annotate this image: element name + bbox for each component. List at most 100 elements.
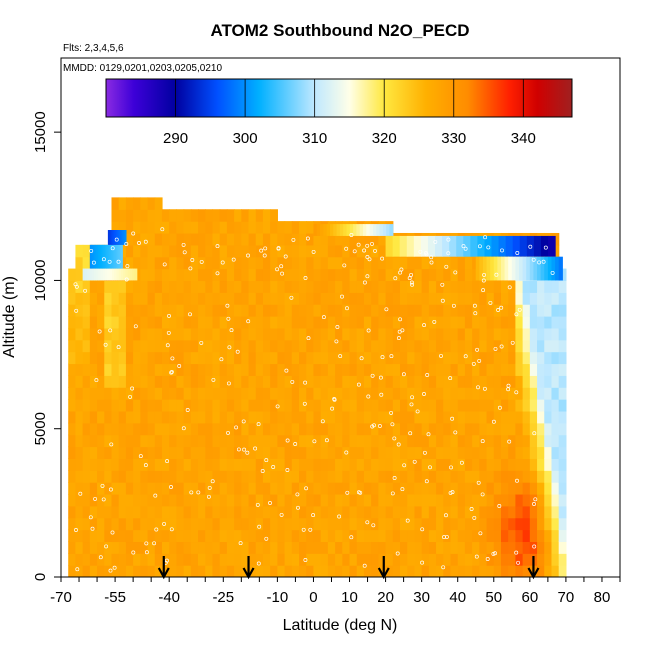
heatmap-cell: [226, 470, 235, 483]
heatmap-cell: [140, 446, 149, 459]
heatmap-cell: [551, 363, 560, 376]
heatmap-cell: [111, 375, 120, 388]
heatmap-cell: [449, 235, 457, 257]
heatmap-cell: [104, 553, 113, 566]
sample-point: [474, 554, 479, 559]
sample-point: [349, 233, 354, 237]
heatmap-cell: [183, 268, 192, 282]
heatmap-cell: [519, 235, 528, 257]
heatmap-cell: [284, 363, 293, 376]
heatmap-cell: [75, 493, 84, 507]
heatmap-cell: [493, 565, 502, 577]
heatmap-cell: [385, 256, 394, 270]
heatmap-cell: [169, 387, 177, 400]
heatmap-cell: [472, 327, 480, 341]
heatmap-cell: [154, 351, 163, 365]
heatmap-cell: [183, 232, 192, 246]
heatmap-cell: [457, 565, 466, 577]
sample-point: [124, 277, 129, 282]
heatmap-cell: [450, 422, 459, 436]
heatmap-cell: [205, 268, 214, 282]
heatmap-cell: [75, 505, 84, 519]
sample-point: [89, 248, 94, 253]
heatmap-cell: [75, 399, 84, 412]
sample-point: [481, 278, 486, 283]
heatmap-cell: [104, 470, 113, 483]
heatmap-cell: [176, 529, 185, 543]
sample-point: [206, 494, 211, 499]
heatmap-cell: [118, 304, 127, 317]
heatmap-cell: [147, 529, 156, 543]
heatmap-cell: [540, 256, 545, 281]
heatmap-cell: [414, 316, 423, 329]
heatmap-cell: [421, 446, 430, 459]
heatmap-cell: [241, 529, 250, 543]
heatmap-cell: [255, 529, 264, 543]
heatmap-cell: [169, 553, 177, 566]
heatmap-cell: [385, 235, 394, 257]
heatmap-cell: [111, 351, 120, 365]
heatmap-cell: [400, 327, 408, 341]
heatmap-cell: [118, 410, 127, 424]
heatmap-cell: [277, 541, 286, 554]
heatmap-cell: [291, 470, 300, 483]
sample-point: [356, 382, 361, 387]
heatmap-cell: [147, 446, 156, 459]
heatmap-cell: [313, 410, 322, 424]
heatmap-cell: [349, 304, 358, 317]
heatmap-cell: [205, 458, 214, 471]
heatmap-cell: [169, 565, 177, 577]
heatmap-cell: [378, 482, 387, 495]
heatmap-cell: [89, 280, 98, 293]
sample-point: [138, 454, 143, 459]
heatmap-cell: [270, 493, 278, 507]
heatmap-cell: [125, 363, 134, 376]
heatmap-cell: [505, 235, 514, 257]
heatmap-cell: [183, 434, 192, 448]
heatmap-cell: [147, 434, 156, 448]
heatmap-cell: [400, 399, 408, 412]
heatmap-cell: [262, 327, 271, 341]
sample-point: [482, 272, 487, 277]
heatmap-cell: [479, 553, 488, 566]
heatmap-cell: [313, 268, 322, 282]
sample-point: [220, 260, 225, 265]
heatmap-cell: [147, 541, 156, 554]
heatmap-cell: [320, 541, 329, 554]
heatmap-cell: [183, 541, 192, 554]
heatmap-cell: [104, 363, 113, 376]
heatmap-cell: [366, 224, 371, 236]
heatmap-cell: [349, 292, 358, 305]
heatmap-cell: [428, 553, 437, 566]
heatmap-cell: [68, 304, 77, 317]
heatmap-cell: [219, 434, 228, 448]
sample-point: [303, 380, 308, 385]
heatmap-cell: [493, 351, 502, 365]
sample-point: [352, 249, 357, 254]
heatmap-cell: [176, 339, 185, 353]
heatmap-cell: [169, 517, 177, 531]
heatmap-cell: [183, 422, 192, 436]
heatmap-cell: [97, 553, 105, 566]
sample-point: [494, 272, 499, 277]
heatmap-cell: [486, 446, 495, 459]
heatmap-cell: [306, 470, 315, 483]
heatmap-cell: [82, 244, 91, 258]
heatmap-cell: [248, 363, 257, 376]
heatmap-cell: [378, 292, 387, 305]
sample-point: [116, 345, 121, 350]
heatmap-cell: [140, 268, 149, 282]
heatmap-cell: [508, 339, 517, 353]
heatmap-cell: [544, 316, 553, 329]
heatmap-cell: [140, 221, 149, 234]
heatmap-cell: [486, 517, 495, 531]
heatmap-cell: [104, 387, 113, 400]
heatmap-cell: [515, 327, 524, 341]
sample-point: [112, 565, 117, 570]
heatmap-cell: [154, 410, 163, 424]
heatmap-cell: [198, 268, 206, 282]
heatmap-cell: [558, 553, 567, 566]
heatmap-cell: [198, 422, 206, 436]
heatmap-cell: [349, 434, 358, 448]
heatmap-cell: [363, 482, 372, 495]
